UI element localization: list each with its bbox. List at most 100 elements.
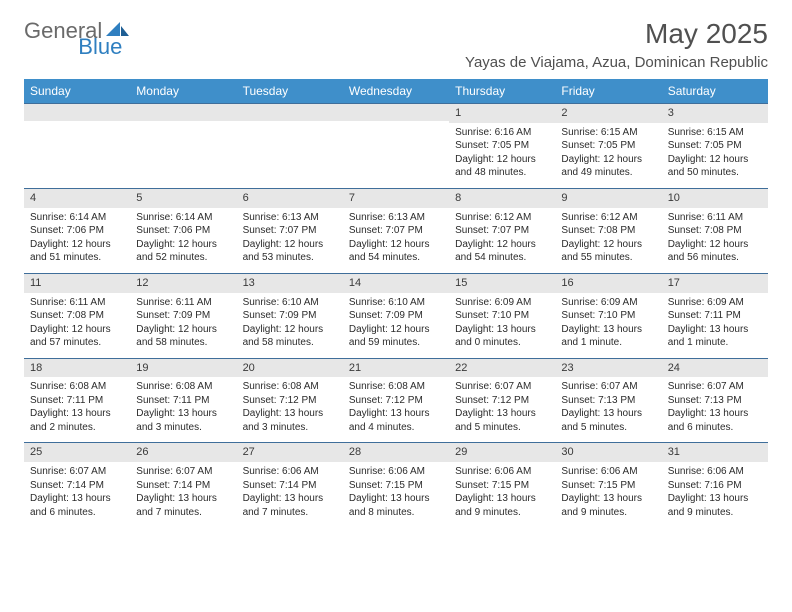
cell-body: Sunrise: 6:12 AMSunset: 7:08 PMDaylight:… xyxy=(555,208,661,273)
day-number-bar: 28 xyxy=(343,442,449,462)
cell-line: and 4 minutes. xyxy=(349,421,443,435)
cell-line: Sunset: 7:08 PM xyxy=(561,224,655,238)
day-number-bar: 21 xyxy=(343,358,449,378)
cell-line: and 7 minutes. xyxy=(136,506,230,520)
cell-line: Daylight: 12 hours xyxy=(349,238,443,252)
cell-line: Sunset: 7:15 PM xyxy=(349,479,443,493)
cell-line: and 53 minutes. xyxy=(243,251,337,265)
cell-line: Sunset: 7:06 PM xyxy=(30,224,124,238)
title-block: May 2025 Yayas de Viajama, Azua, Dominic… xyxy=(465,18,768,71)
cell-line: Sunrise: 6:06 AM xyxy=(668,465,762,479)
cell-body: Sunrise: 6:09 AMSunset: 7:10 PMDaylight:… xyxy=(555,293,661,358)
cell-body: Sunrise: 6:06 AMSunset: 7:15 PMDaylight:… xyxy=(343,462,449,527)
calendar-week: 1Sunrise: 6:16 AMSunset: 7:05 PMDaylight… xyxy=(24,103,768,188)
cell-line: and 7 minutes. xyxy=(243,506,337,520)
cell-line: and 3 minutes. xyxy=(136,421,230,435)
calendar-cell: 10Sunrise: 6:11 AMSunset: 7:08 PMDayligh… xyxy=(662,188,768,273)
weekday-header: Tuesday xyxy=(237,79,343,103)
calendar-cell xyxy=(237,103,343,188)
cell-line: and 5 minutes. xyxy=(561,421,655,435)
cell-line: Sunrise: 6:07 AM xyxy=(455,380,549,394)
cell-line: Sunrise: 6:08 AM xyxy=(30,380,124,394)
cell-body: Sunrise: 6:11 AMSunset: 7:08 PMDaylight:… xyxy=(24,293,130,358)
calendar-cell: 27Sunrise: 6:06 AMSunset: 7:14 PMDayligh… xyxy=(237,442,343,527)
cell-line: Sunrise: 6:09 AM xyxy=(668,296,762,310)
cell-line: and 58 minutes. xyxy=(136,336,230,350)
cell-line: Sunset: 7:07 PM xyxy=(243,224,337,238)
cell-body-empty xyxy=(24,121,130,177)
calendar-cell: 17Sunrise: 6:09 AMSunset: 7:11 PMDayligh… xyxy=(662,273,768,358)
cell-line: Sunset: 7:12 PM xyxy=(243,394,337,408)
cell-body-empty xyxy=(237,121,343,177)
cell-line: Daylight: 13 hours xyxy=(30,492,124,506)
cell-line: and 6 minutes. xyxy=(668,421,762,435)
cell-line: Daylight: 13 hours xyxy=(136,407,230,421)
cell-line: Sunset: 7:14 PM xyxy=(136,479,230,493)
cell-body: Sunrise: 6:07 AMSunset: 7:12 PMDaylight:… xyxy=(449,377,555,442)
cell-line: and 49 minutes. xyxy=(561,166,655,180)
cell-line: Daylight: 12 hours xyxy=(136,323,230,337)
calendar-cell: 15Sunrise: 6:09 AMSunset: 7:10 PMDayligh… xyxy=(449,273,555,358)
calendar-cell: 22Sunrise: 6:07 AMSunset: 7:12 PMDayligh… xyxy=(449,358,555,443)
cell-line: Daylight: 13 hours xyxy=(243,407,337,421)
cell-line: Sunrise: 6:08 AM xyxy=(243,380,337,394)
day-number-bar: 6 xyxy=(237,188,343,208)
weekday-header: Friday xyxy=(555,79,661,103)
logo-text-2: Blue xyxy=(78,34,122,60)
calendar-cell: 8Sunrise: 6:12 AMSunset: 7:07 PMDaylight… xyxy=(449,188,555,273)
day-number-bar: 17 xyxy=(662,273,768,293)
calendar-cell: 29Sunrise: 6:06 AMSunset: 7:15 PMDayligh… xyxy=(449,442,555,527)
cell-line: Sunrise: 6:08 AM xyxy=(349,380,443,394)
cell-body: Sunrise: 6:14 AMSunset: 7:06 PMDaylight:… xyxy=(24,208,130,273)
cell-line: Sunrise: 6:07 AM xyxy=(136,465,230,479)
cell-line: and 59 minutes. xyxy=(349,336,443,350)
cell-line: and 9 minutes. xyxy=(561,506,655,520)
day-number-bar: 5 xyxy=(130,188,236,208)
day-number-bar: 29 xyxy=(449,442,555,462)
calendar-cell: 3Sunrise: 6:15 AMSunset: 7:05 PMDaylight… xyxy=(662,103,768,188)
cell-line: and 8 minutes. xyxy=(349,506,443,520)
cell-line: Sunrise: 6:15 AM xyxy=(561,126,655,140)
calendar-week: 11Sunrise: 6:11 AMSunset: 7:08 PMDayligh… xyxy=(24,273,768,358)
cell-body: Sunrise: 6:12 AMSunset: 7:07 PMDaylight:… xyxy=(449,208,555,273)
cell-line: Sunrise: 6:07 AM xyxy=(668,380,762,394)
cell-line: Sunset: 7:06 PM xyxy=(136,224,230,238)
cell-line: Daylight: 13 hours xyxy=(668,407,762,421)
cell-body: Sunrise: 6:13 AMSunset: 7:07 PMDaylight:… xyxy=(343,208,449,273)
weekday-row: SundayMondayTuesdayWednesdayThursdayFrid… xyxy=(24,79,768,103)
cell-line: Sunrise: 6:09 AM xyxy=(455,296,549,310)
cell-line: Sunrise: 6:13 AM xyxy=(243,211,337,225)
cell-line: Daylight: 12 hours xyxy=(243,323,337,337)
calendar-cell xyxy=(343,103,449,188)
cell-line: and 48 minutes. xyxy=(455,166,549,180)
cell-line: and 0 minutes. xyxy=(455,336,549,350)
cell-line: Sunset: 7:08 PM xyxy=(668,224,762,238)
calendar-cell: 13Sunrise: 6:10 AMSunset: 7:09 PMDayligh… xyxy=(237,273,343,358)
day-number-bar: 30 xyxy=(555,442,661,462)
cell-body: Sunrise: 6:08 AMSunset: 7:12 PMDaylight:… xyxy=(343,377,449,442)
weekday-header: Sunday xyxy=(24,79,130,103)
cell-line: and 55 minutes. xyxy=(561,251,655,265)
cell-line: Daylight: 13 hours xyxy=(349,492,443,506)
cell-line: and 52 minutes. xyxy=(136,251,230,265)
calendar-cell: 24Sunrise: 6:07 AMSunset: 7:13 PMDayligh… xyxy=(662,358,768,443)
calendar-cell: 16Sunrise: 6:09 AMSunset: 7:10 PMDayligh… xyxy=(555,273,661,358)
cell-line: Sunset: 7:15 PM xyxy=(561,479,655,493)
cell-line: and 57 minutes. xyxy=(30,336,124,350)
day-number-bar: 31 xyxy=(662,442,768,462)
calendar-cell: 7Sunrise: 6:13 AMSunset: 7:07 PMDaylight… xyxy=(343,188,449,273)
day-number-bar: 14 xyxy=(343,273,449,293)
calendar-cell: 12Sunrise: 6:11 AMSunset: 7:09 PMDayligh… xyxy=(130,273,236,358)
cell-body: Sunrise: 6:07 AMSunset: 7:13 PMDaylight:… xyxy=(662,377,768,442)
day-number-bar: 16 xyxy=(555,273,661,293)
cell-body: Sunrise: 6:08 AMSunset: 7:11 PMDaylight:… xyxy=(24,377,130,442)
day-number-bar: 27 xyxy=(237,442,343,462)
cell-line: Sunrise: 6:10 AM xyxy=(349,296,443,310)
cell-line: Daylight: 13 hours xyxy=(668,492,762,506)
day-number-bar: 7 xyxy=(343,188,449,208)
cell-line: Daylight: 13 hours xyxy=(561,323,655,337)
cell-line: Sunrise: 6:15 AM xyxy=(668,126,762,140)
cell-line: Sunrise: 6:09 AM xyxy=(561,296,655,310)
day-number-bar: 19 xyxy=(130,358,236,378)
cell-line: Daylight: 13 hours xyxy=(30,407,124,421)
